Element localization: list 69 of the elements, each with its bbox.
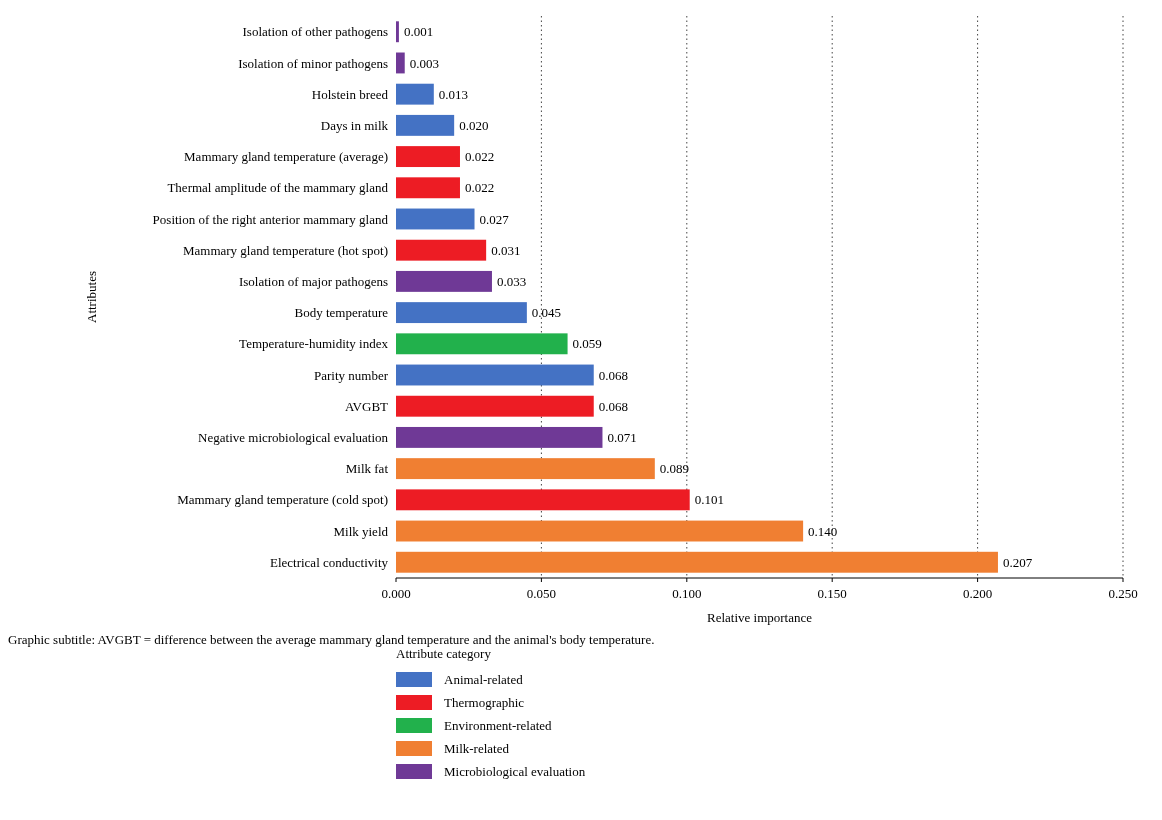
data-label: 0.001	[403, 24, 434, 40]
data-label: 0.059	[572, 336, 602, 352]
bar	[396, 520, 804, 542]
y-tick-label: Isolation of major pathogens	[238, 273, 388, 289]
bar	[396, 146, 460, 168]
y-tick-label: Mammary gland temperature (average)	[184, 149, 388, 165]
x-tick-label: 0.200	[962, 586, 993, 601]
data-label: 0.071	[607, 429, 637, 445]
bar	[396, 333, 568, 355]
y-tick-label: Negative microbiological evaluation	[198, 429, 389, 445]
data-label: 0.022	[464, 149, 495, 165]
bar	[396, 426, 603, 448]
bar	[396, 302, 527, 324]
legend-title: Attribute category	[396, 646, 492, 661]
y-tick-label: Parity number	[313, 367, 389, 383]
data-label: 0.033	[496, 273, 527, 289]
bar	[396, 458, 655, 480]
y-tick-label: AVGBT	[344, 398, 389, 414]
y-tick-label: Position of the right anterior mammary gland	[152, 211, 389, 227]
y-tick-label: Days in milk	[320, 117, 389, 133]
bar	[396, 270, 492, 292]
x-tick-label: 0.100	[672, 586, 702, 601]
legend-label: Animal-related	[444, 672, 524, 688]
data-label: 0.031	[491, 242, 521, 258]
y-tick-label: Milk yield	[333, 523, 389, 539]
bar	[396, 114, 455, 136]
x-axis-title: Relative importance	[706, 610, 813, 625]
bar	[396, 83, 434, 105]
bar	[396, 395, 594, 417]
y-tick-label: Mammary gland temperature (cold spot)	[177, 492, 388, 508]
bar	[396, 551, 998, 573]
data-label: 0.140	[808, 523, 838, 539]
y-tick-label: Body temperature	[294, 305, 389, 321]
x-tick-label: 0.250	[1108, 586, 1138, 601]
data-label: 0.013	[438, 86, 469, 102]
bar	[396, 21, 399, 43]
bar	[396, 489, 690, 511]
data-label: 0.022	[464, 180, 495, 196]
bar	[396, 208, 475, 230]
data-label: 0.045	[531, 305, 562, 321]
legend-label: Thermographic	[444, 695, 525, 711]
y-tick-label: Temperature-humidity index	[239, 336, 389, 352]
data-label: 0.027	[479, 211, 510, 227]
x-tick-label: 0.000	[381, 586, 411, 601]
data-label: 0.101	[694, 492, 724, 508]
bar	[396, 177, 460, 199]
y-tick-label: Thermal amplitude of the mammary gland	[167, 180, 389, 196]
x-tick-label: 0.050	[526, 586, 557, 601]
bar	[396, 239, 487, 261]
y-tick-label: Mammary gland temperature (hot spot)	[182, 242, 388, 258]
bar	[396, 364, 594, 386]
data-label: 0.020	[459, 117, 489, 133]
y-tick-label: Electrical conductivity	[269, 554, 389, 570]
y-tick-label: Isolation of other pathogens	[242, 24, 388, 40]
text: Graphic subtitle: AVGBT = difference between the average mammary gland temperature and the animal's body temperature.	[8, 632, 655, 647]
data-label: 0.068	[598, 367, 628, 383]
data-label: 0.068	[598, 398, 628, 414]
y-tick-label: Milk fat	[345, 461, 389, 477]
legend-label: Microbiological evaluation	[444, 764, 586, 780]
data-label: 0.003	[409, 55, 439, 71]
x-tick-label: 0.150	[817, 586, 847, 601]
data-label: 0.089	[659, 461, 690, 477]
data-label: 0.207	[1002, 554, 1033, 570]
y-tick-label: Isolation of minor pathogens	[238, 55, 388, 71]
legend-label: Environment-related	[444, 718, 553, 734]
bar	[396, 52, 405, 74]
legend-label: Milk-related	[444, 741, 510, 757]
y-tick-label: Holstein breed	[311, 86, 389, 102]
y-axis-title: Attributes	[84, 271, 99, 323]
